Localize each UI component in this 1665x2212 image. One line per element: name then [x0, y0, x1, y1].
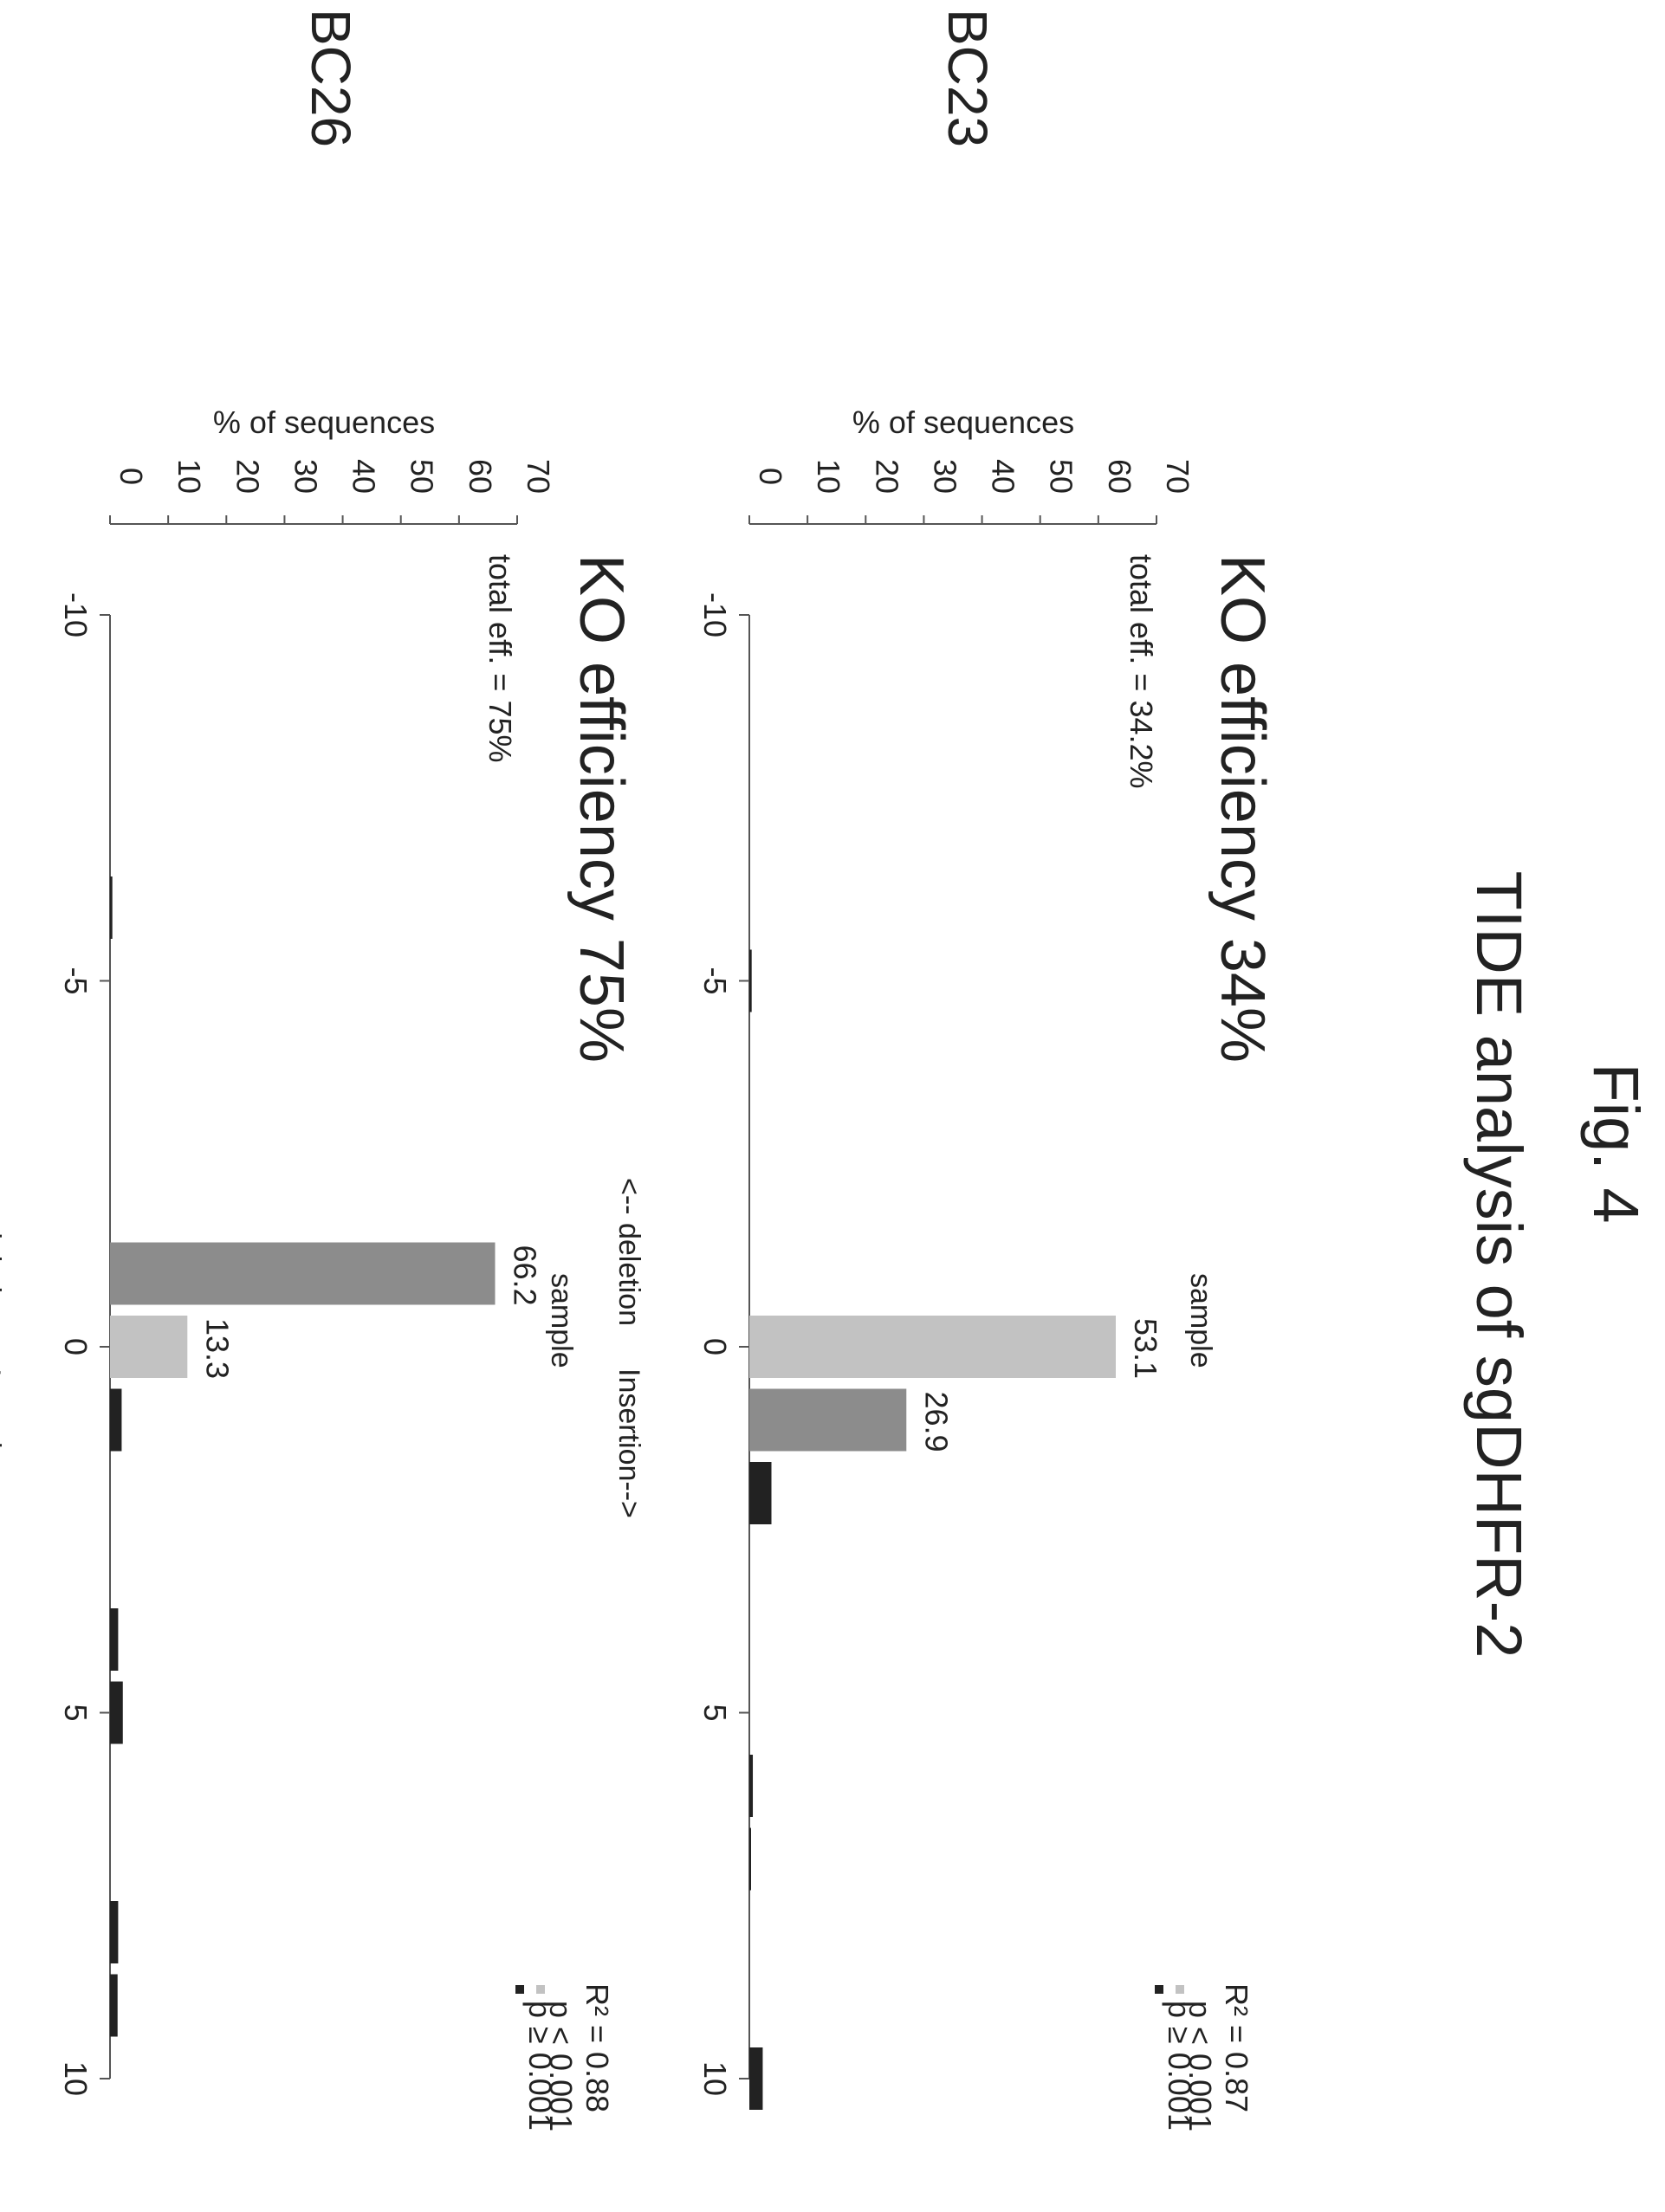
value-tick-label: 60 — [463, 459, 498, 494]
category-tick-label: -5 — [58, 967, 94, 994]
category-tick-label: 5 — [58, 1704, 94, 1721]
value-tick-label: 40 — [347, 459, 382, 494]
legend-swatch-significant — [1176, 1985, 1184, 1994]
chart-title: KO efficiency 34% — [1208, 554, 1277, 1063]
bar — [749, 949, 752, 1012]
bar — [110, 1388, 122, 1452]
insertion-label: Insertion--> — [612, 1368, 645, 1518]
bar — [749, 1462, 772, 1524]
sample-label: sample — [545, 1273, 578, 1368]
category-tick-label: -5 — [697, 967, 733, 994]
legend-not-significant: p ≥ 0.001 — [1162, 2001, 1197, 2131]
category-tick-label: -10 — [697, 592, 733, 637]
insertion-label: Insertion--> — [0, 1368, 6, 1518]
value-tick-label: 20 — [869, 459, 904, 494]
chart-subtitle: total eff. = 75% — [483, 554, 518, 763]
bar-value-label: 66.2 — [507, 1245, 542, 1305]
bar — [110, 1901, 119, 1963]
bar — [110, 1974, 118, 2037]
legend-swatch-not-significant — [1155, 1985, 1163, 1994]
bar-value-label: 53.1 — [1128, 1318, 1163, 1379]
chart-subtitle: total eff. = 34.2% — [1124, 554, 1159, 789]
value-tick-label: 0 — [113, 468, 149, 485]
bar — [749, 1388, 907, 1452]
legend-significant: p < 0.001 — [1182, 2001, 1218, 2131]
bar — [749, 1827, 751, 1891]
figure-title: Fig. 4 — [1580, 1063, 1652, 1223]
bar — [110, 876, 113, 939]
legend-not-significant: p ≥ 0.001 — [522, 2001, 558, 2131]
value-tick-label: 10 — [172, 459, 207, 494]
r-squared-label: R² = 0.87 — [1219, 1983, 1254, 2112]
category-tick-label: 10 — [58, 2061, 94, 2096]
category-tick-label: -10 — [58, 592, 94, 637]
category-tick-label: 10 — [697, 2061, 733, 2096]
category-tick-label: 5 — [697, 1704, 733, 1721]
value-tick-label: 30 — [927, 459, 962, 494]
legend-swatch-not-significant — [515, 1985, 524, 1994]
bar — [749, 1316, 1116, 1378]
bar — [110, 1242, 496, 1305]
category-tick-label: 0 — [58, 1338, 94, 1355]
value-axis-label: % of sequences — [213, 404, 435, 440]
value-tick-label: 20 — [230, 459, 265, 494]
value-tick-label: 50 — [405, 459, 440, 494]
value-tick-label: 40 — [986, 459, 1021, 494]
bar-value-label: 26.9 — [918, 1391, 954, 1452]
value-tick-label: 0 — [753, 468, 788, 485]
panel-bc23: BC23 KO efficiency 34% total eff. = 34.2% 0… — [612, 9, 1277, 2131]
panel-label: BC23 — [936, 9, 999, 147]
value-tick-label: 50 — [1044, 459, 1079, 494]
category-tick-label: 0 — [697, 1338, 733, 1355]
bar — [110, 1316, 188, 1378]
panel-label: BC26 — [300, 9, 362, 147]
chart-title: KO efficiency 75% — [567, 554, 636, 1063]
legend-significant: p < 0.001 — [543, 2001, 579, 2131]
sample-label: sample — [1184, 1273, 1217, 1368]
bar-value-label: 13.3 — [199, 1318, 235, 1379]
value-tick-label: 10 — [811, 459, 846, 494]
value-tick-label: 70 — [521, 459, 556, 494]
value-tick-label: 70 — [1160, 459, 1195, 494]
bar — [749, 1755, 754, 1817]
deletion-label: <-- deletion — [0, 1178, 6, 1326]
figure-subtitle: TIDE analysis of sgDHFR-2 — [1463, 871, 1535, 1659]
panel-bc26: BC26 KO efficiency 75% total eff. = 75% 0 10… — [0, 9, 636, 2131]
value-axis-label: % of sequences — [852, 404, 1074, 440]
r-squared-label: R² = 0.88 — [580, 1983, 615, 2112]
bar — [110, 1681, 123, 1744]
value-tick-label: 30 — [288, 459, 323, 494]
legend-swatch-significant — [536, 1985, 545, 1994]
value-tick-label: 60 — [1102, 459, 1137, 494]
deletion-label: <-- deletion — [612, 1178, 645, 1326]
bar — [749, 2047, 763, 2110]
bar — [110, 1608, 119, 1671]
